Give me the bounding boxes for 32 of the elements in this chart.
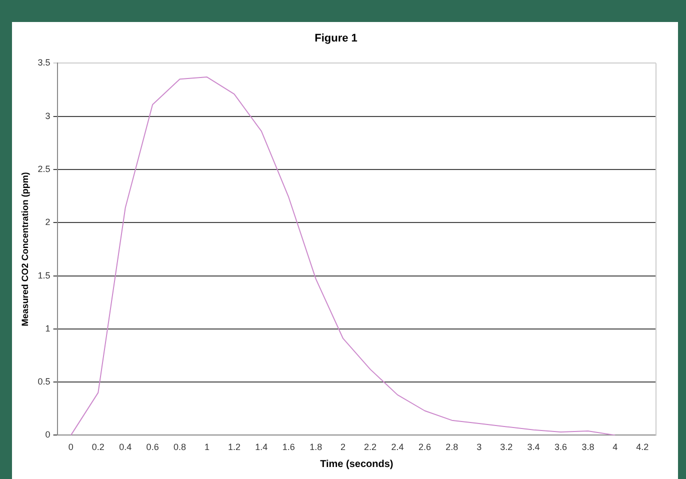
y-tick-label: 2 xyxy=(45,217,50,228)
x-tick-label: 2.2 xyxy=(364,442,377,452)
x-tick-label: 1 xyxy=(204,442,210,452)
x-tick-label: 2.6 xyxy=(418,442,431,452)
y-tick-label: 0 xyxy=(45,430,50,440)
x-tick-label: 4.2 xyxy=(636,442,649,452)
x-tick-label: 1.8 xyxy=(310,442,322,452)
x-tick-label: 0 xyxy=(68,442,74,452)
y-tick-label: 1.5 xyxy=(38,270,50,280)
x-tick-label: 3.8 xyxy=(582,442,594,452)
x-tick-label: 1.4 xyxy=(255,442,268,452)
x-tick-label: 1.6 xyxy=(282,442,295,452)
x-tick-label: 1.2 xyxy=(228,442,240,452)
x-tick-label: 0.8 xyxy=(174,442,186,452)
x-tick-label: 0.6 xyxy=(146,442,159,452)
x-tick-label: 3.2 xyxy=(500,442,513,452)
x-tick-label: 2.8 xyxy=(446,442,458,452)
x-tick-label: 3.6 xyxy=(554,442,568,452)
x-tick-label: 2.4 xyxy=(391,442,404,452)
x-tick-label: 3.4 xyxy=(527,442,540,452)
y-tick-label: 2.5 xyxy=(38,164,50,174)
x-tick-label: 0.4 xyxy=(119,442,132,452)
x-tick-label: 0.2 xyxy=(92,442,104,452)
x-tick-label: 3 xyxy=(476,442,482,452)
y-tick-label: 1 xyxy=(45,323,50,334)
y-tick-label: 3 xyxy=(45,110,50,121)
chart-title: Figure 1 xyxy=(314,32,358,45)
y-tick-label: 0.5 xyxy=(38,376,50,387)
y-tick-label: 3.5 xyxy=(38,58,50,68)
x-tick-label: 4 xyxy=(612,442,618,452)
y-axis-title: Measured CO2 Concentration (ppm) xyxy=(20,172,30,326)
x-tick-label: 2 xyxy=(340,442,346,452)
